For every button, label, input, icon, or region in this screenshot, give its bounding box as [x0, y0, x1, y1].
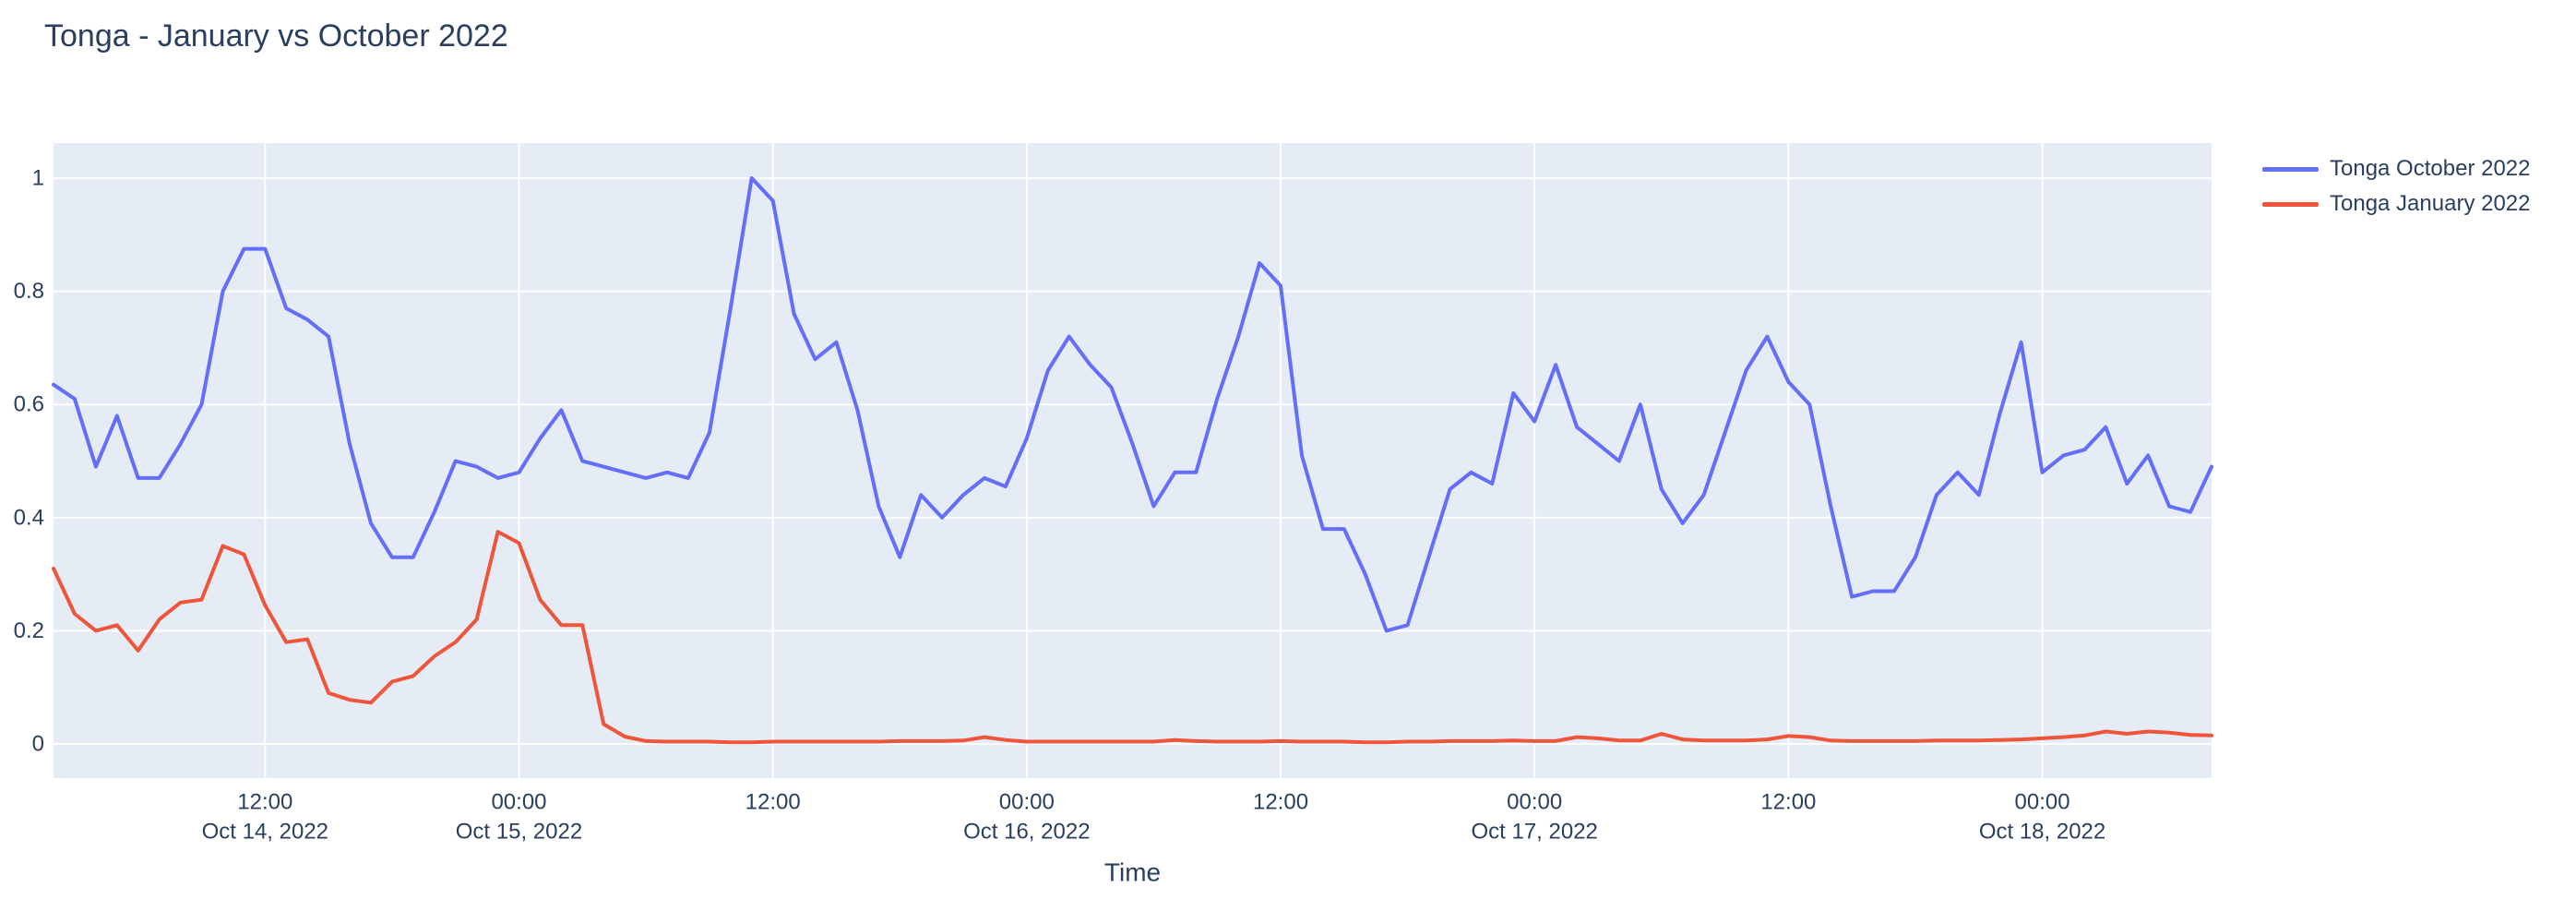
y-tick-label: 0.6: [14, 392, 44, 417]
series-line-tonga-january-2022[interactable]: [52, 530, 2213, 745]
legend: Tonga October 2022 Tonga January 2022: [2262, 151, 2531, 222]
legend-item-tonga-january-2022[interactable]: Tonga January 2022: [2262, 186, 2531, 222]
x-tick-time-label: 00:00: [999, 790, 1055, 815]
chart-title: Tonga - January vs October 2022: [44, 18, 508, 54]
x-tick-time-label: 00:00: [1507, 790, 1562, 815]
y-tick-label: 0: [32, 732, 44, 757]
x-tick-time-label: 00:00: [491, 790, 546, 815]
plot-area[interactable]: [54, 143, 2212, 778]
legend-swatch-october-icon: [2262, 166, 2319, 172]
x-tick-time-label: 12:00: [1760, 790, 1816, 815]
y-tick-label: 0.2: [14, 618, 44, 643]
x-tick-date-label: Oct 14, 2022: [202, 820, 328, 845]
x-tick-time-label: 12:00: [237, 790, 292, 815]
x-tick-date-label: Oct 16, 2022: [963, 820, 1090, 845]
x-tick-time-label: 12:00: [1253, 790, 1308, 815]
y-tick-label: 1: [32, 166, 44, 191]
legend-item-tonga-october-2022[interactable]: Tonga October 2022: [2262, 151, 2531, 186]
x-tick-date-label: Oct 17, 2022: [1471, 820, 1597, 845]
legend-swatch-january-icon: [2262, 201, 2319, 207]
x-axis-title: Time: [1104, 858, 1161, 887]
legend-label-october: Tonga October 2022: [2330, 156, 2531, 181]
y-tick-label: 0.4: [14, 505, 44, 530]
x-tick-date-label: Oct 18, 2022: [1979, 820, 2105, 845]
series-line-tonga-october-2022[interactable]: [52, 176, 2213, 633]
x-tick-date-label: Oct 15, 2022: [456, 820, 582, 845]
x-tick-time-label: 12:00: [745, 790, 801, 815]
x-tick-time-label: 00:00: [2015, 790, 2070, 815]
y-tick-label: 0.8: [14, 279, 44, 304]
legend-label-january: Tonga January 2022: [2330, 191, 2531, 216]
